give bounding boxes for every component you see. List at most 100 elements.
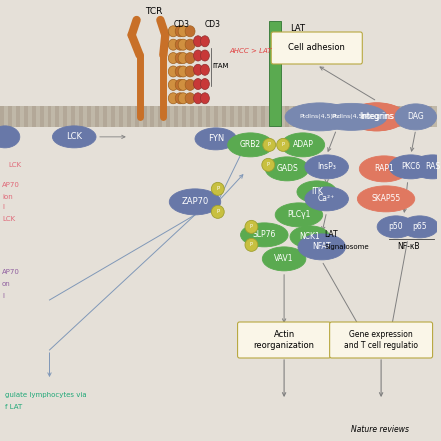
- Bar: [103, 106, 107, 127]
- Text: ITK: ITK: [311, 187, 323, 196]
- Ellipse shape: [185, 52, 195, 64]
- Ellipse shape: [168, 79, 178, 90]
- Bar: [0, 106, 4, 127]
- Ellipse shape: [175, 39, 185, 50]
- Bar: [40, 106, 44, 127]
- Ellipse shape: [168, 39, 178, 50]
- Text: LCK: LCK: [8, 162, 21, 168]
- Text: ion: ion: [2, 194, 13, 200]
- Ellipse shape: [316, 103, 387, 131]
- Text: LCK: LCK: [2, 216, 15, 222]
- Bar: [285, 106, 289, 127]
- Ellipse shape: [357, 186, 415, 212]
- Text: LCK: LCK: [66, 132, 82, 142]
- Text: InsP₃: InsP₃: [317, 162, 336, 172]
- Ellipse shape: [262, 158, 275, 172]
- Text: gulate lymphocytes via: gulate lymphocytes via: [5, 392, 86, 398]
- Text: FYN: FYN: [208, 135, 224, 143]
- Ellipse shape: [175, 52, 185, 64]
- Text: ADAP: ADAP: [292, 140, 314, 149]
- Ellipse shape: [281, 133, 325, 157]
- Bar: [174, 106, 178, 127]
- Bar: [428, 106, 432, 127]
- Ellipse shape: [201, 93, 209, 104]
- Text: f LAT: f LAT: [5, 404, 22, 410]
- Ellipse shape: [175, 79, 185, 90]
- Text: RAP1: RAP1: [374, 164, 394, 173]
- Text: CD3: CD3: [205, 20, 221, 29]
- Ellipse shape: [298, 234, 345, 260]
- Ellipse shape: [168, 66, 178, 77]
- Ellipse shape: [395, 104, 437, 130]
- Ellipse shape: [359, 156, 409, 182]
- Text: NCK1: NCK1: [299, 232, 320, 241]
- Ellipse shape: [201, 36, 209, 47]
- Bar: [293, 106, 297, 127]
- Bar: [222, 106, 226, 127]
- Ellipse shape: [245, 239, 258, 251]
- Text: GRB2: GRB2: [240, 140, 261, 149]
- Ellipse shape: [411, 155, 441, 179]
- Text: p65: p65: [412, 222, 427, 232]
- Bar: [277, 106, 281, 127]
- Ellipse shape: [169, 189, 221, 215]
- Ellipse shape: [211, 183, 224, 195]
- Ellipse shape: [178, 26, 188, 37]
- Text: DAG: DAG: [407, 112, 424, 121]
- Text: LAT: LAT: [290, 24, 305, 33]
- Ellipse shape: [185, 39, 195, 50]
- Bar: [364, 106, 368, 127]
- Text: LAT: LAT: [325, 230, 338, 239]
- Ellipse shape: [178, 52, 188, 64]
- Text: p50: p50: [389, 222, 403, 232]
- Bar: [142, 106, 146, 127]
- Bar: [198, 106, 202, 127]
- Bar: [325, 106, 329, 127]
- Text: AP70: AP70: [2, 182, 20, 188]
- Bar: [340, 106, 344, 127]
- Bar: [412, 106, 416, 127]
- Ellipse shape: [201, 78, 209, 90]
- Bar: [254, 106, 258, 127]
- Bar: [206, 106, 210, 127]
- Ellipse shape: [228, 133, 273, 157]
- Ellipse shape: [240, 223, 288, 247]
- Bar: [95, 106, 99, 127]
- Bar: [32, 106, 36, 127]
- Bar: [246, 106, 250, 127]
- Ellipse shape: [211, 206, 224, 218]
- Bar: [396, 106, 400, 127]
- Text: PLCγ1: PLCγ1: [287, 210, 310, 219]
- Text: P: P: [216, 209, 220, 214]
- Bar: [119, 106, 123, 127]
- Ellipse shape: [297, 181, 336, 203]
- Bar: [356, 106, 360, 127]
- Text: CD3: CD3: [173, 20, 189, 29]
- Ellipse shape: [194, 50, 202, 61]
- Bar: [190, 106, 194, 127]
- Bar: [56, 106, 60, 127]
- Bar: [182, 106, 186, 127]
- Ellipse shape: [305, 187, 348, 211]
- Ellipse shape: [178, 93, 188, 104]
- Bar: [238, 106, 242, 127]
- Text: PtdIns(4,5)P₂: PtdIns(4,5)P₂: [331, 114, 371, 120]
- Bar: [166, 106, 170, 127]
- Bar: [262, 106, 265, 127]
- Ellipse shape: [52, 126, 96, 148]
- Text: P: P: [250, 243, 253, 247]
- Bar: [8, 106, 12, 127]
- Ellipse shape: [377, 216, 415, 238]
- Bar: [317, 106, 321, 127]
- Ellipse shape: [194, 64, 202, 75]
- Ellipse shape: [348, 103, 405, 131]
- Ellipse shape: [175, 93, 185, 104]
- Bar: [79, 106, 83, 127]
- Bar: [24, 106, 28, 127]
- Text: ITAM: ITAM: [213, 63, 229, 69]
- Text: Integrins: Integrins: [359, 112, 393, 121]
- Ellipse shape: [168, 52, 178, 64]
- Bar: [150, 106, 154, 127]
- Text: Cell adhesion: Cell adhesion: [288, 44, 345, 52]
- Bar: [372, 106, 376, 127]
